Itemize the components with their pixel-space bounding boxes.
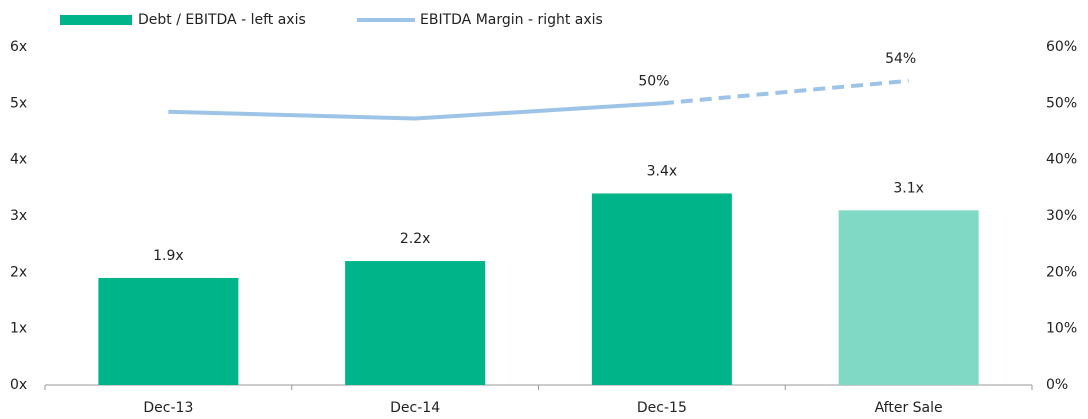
y-tick-label: 1x xyxy=(10,321,27,337)
legend-swatch xyxy=(60,15,132,25)
bar xyxy=(345,261,486,385)
y2-tick-label: 60% xyxy=(1046,39,1077,55)
y2-tick-label: 50% xyxy=(1046,95,1077,111)
line xyxy=(661,78,909,106)
y2-tick-label: 20% xyxy=(1046,264,1077,280)
x-tick-label: Dec-14 xyxy=(390,400,440,416)
legend-label: Debt / EBITDA - left axis xyxy=(138,12,306,28)
y-tick-label: 6x xyxy=(10,39,27,55)
x-tick-label: Dec-13 xyxy=(143,400,193,416)
bar-value-label: 1.9x xyxy=(153,248,184,264)
line xyxy=(168,101,662,121)
y-tick-label: 0x xyxy=(10,377,27,393)
y-tick-label: 3x xyxy=(10,208,27,224)
y-tick-label: 2x xyxy=(10,264,27,280)
y2-tick-label: 0% xyxy=(1046,377,1068,393)
y2-tick-label: 10% xyxy=(1046,321,1077,337)
bar xyxy=(838,210,979,385)
bar-value-label: 2.2x xyxy=(400,231,431,247)
bar xyxy=(98,277,239,385)
y-tick-label: 4x xyxy=(10,152,27,168)
legend-label: EBITDA Margin - right axis xyxy=(420,12,603,28)
bar-value-label: 3.1x xyxy=(893,180,924,196)
y-tick-label: 5x xyxy=(10,95,27,111)
y2-tick-label: 40% xyxy=(1046,152,1077,168)
line-value-label: 50% xyxy=(638,73,669,89)
bar-value-label: 3.4x xyxy=(647,163,678,179)
line-value-label: 54% xyxy=(885,51,916,67)
bar xyxy=(591,193,732,385)
x-tick-label: After Sale xyxy=(875,400,943,416)
x-tick-label: Dec-15 xyxy=(637,400,687,416)
y2-tick-label: 30% xyxy=(1046,208,1077,224)
